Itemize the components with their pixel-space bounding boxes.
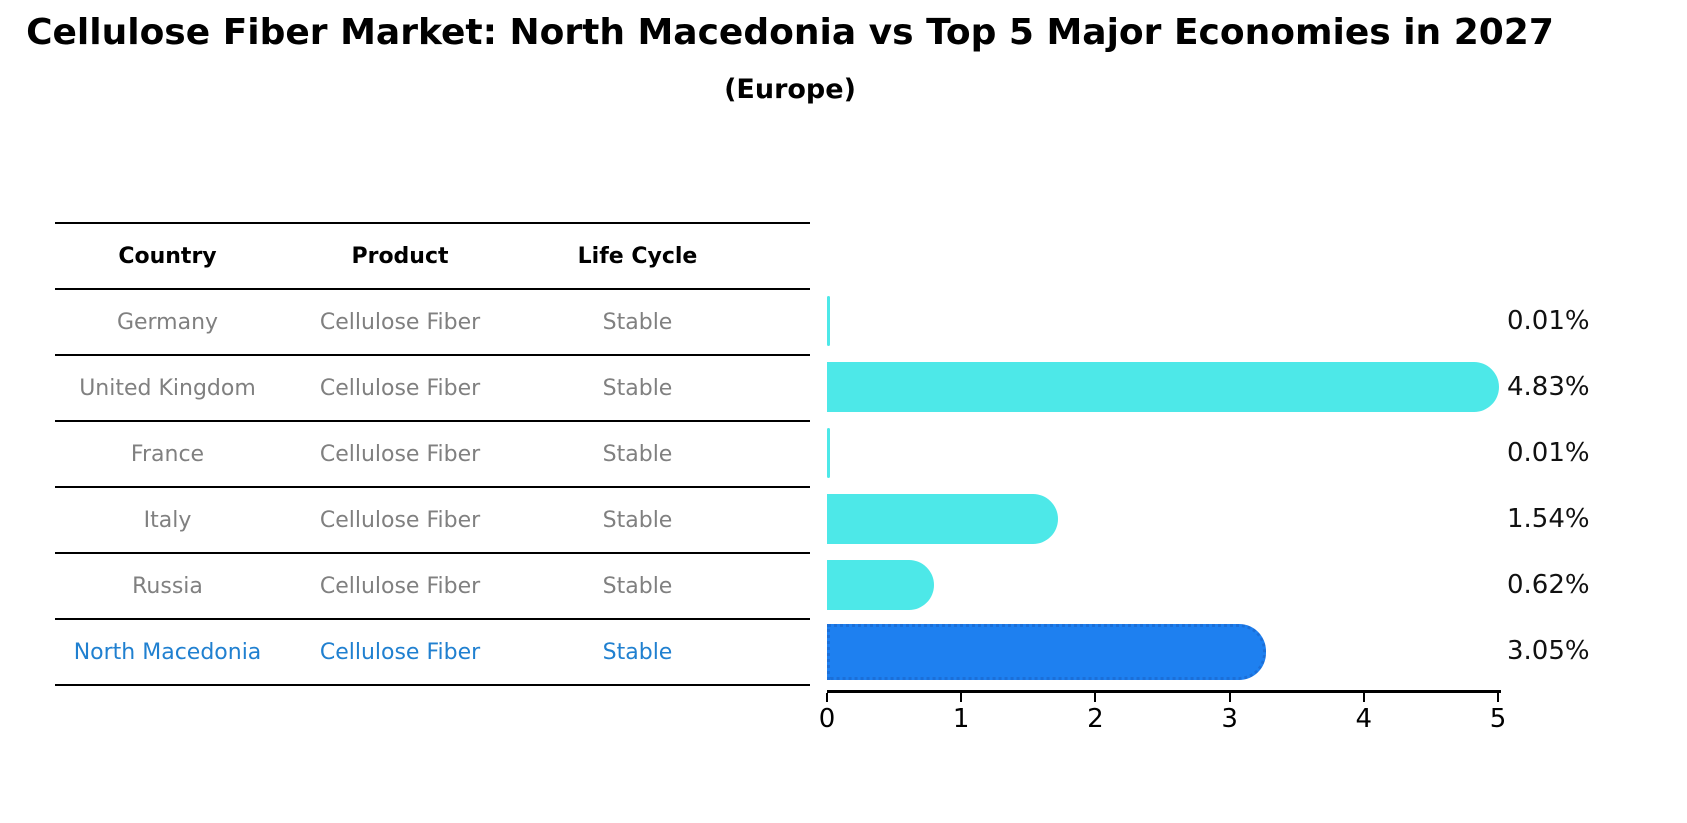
country-table: Country Product Life Cycle Germany Cellul…: [55, 222, 810, 686]
bar-Russia: [827, 560, 935, 610]
bar-value-label: 4.83%: [1507, 372, 1590, 402]
bar-row: [827, 354, 1527, 420]
bar-value-label: 0.62%: [1507, 570, 1590, 600]
x-tick: [1497, 693, 1499, 702]
life-cycle-cell: Stable: [602, 441, 673, 467]
life-cycle-cell: Stable: [602, 573, 673, 599]
life-cycle-cell: Stable: [602, 309, 673, 335]
bar-value-label: 0.01%: [1507, 438, 1590, 468]
table-row: Italy Cellulose Fiber Stable: [55, 488, 810, 554]
bar-chart: [827, 288, 1527, 684]
country-cell: Russia: [132, 573, 203, 599]
table-row: North Macedonia Cellulose Fiber Stable: [55, 620, 810, 686]
header-product: Product: [351, 243, 449, 269]
x-tick: [1228, 693, 1231, 702]
product-cell: Cellulose Fiber: [319, 507, 481, 533]
x-tick-label: 5: [1489, 704, 1507, 734]
bar-highlight-North Macedonia: [827, 624, 1267, 680]
bar-row: [827, 420, 1527, 486]
table-row: Germany Cellulose Fiber Stable: [55, 290, 810, 356]
x-tick: [960, 693, 963, 702]
chart-subtitle: (Europe): [724, 74, 856, 105]
country-cell: Italy: [143, 507, 192, 533]
life-cycle-cell: Stable: [602, 507, 673, 533]
x-tick: [826, 693, 828, 702]
product-cell: Cellulose Fiber: [319, 441, 481, 467]
life-cycle-cell: Stable: [602, 639, 673, 665]
x-tick-label: 3: [1221, 704, 1238, 734]
bar-United Kingdom: [827, 362, 1500, 412]
life-cycle-cell: Stable: [602, 375, 673, 401]
bar-row: [827, 288, 1527, 354]
bar-row: [827, 618, 1527, 684]
table-row: United Kingdom Cellulose Fiber Stable: [55, 356, 810, 422]
x-tick: [1362, 693, 1365, 702]
country-cell: Germany: [116, 309, 219, 335]
bar-value-label: 1.54%: [1507, 504, 1590, 534]
bar-Germany: [827, 296, 830, 346]
bars-area: [827, 288, 1527, 684]
bar-value-label: 3.05%: [1507, 636, 1590, 666]
header-life-cycle: Life Cycle: [577, 243, 698, 269]
product-cell: Cellulose Fiber: [319, 375, 481, 401]
header-country: Country: [118, 243, 217, 269]
x-tick-label: 0: [818, 704, 836, 734]
product-cell: Cellulose Fiber: [319, 639, 481, 665]
table-row: France Cellulose Fiber Stable: [55, 422, 810, 488]
country-cell: United Kingdom: [79, 375, 256, 401]
bar-France: [827, 428, 830, 478]
bar-Italy: [827, 494, 1058, 544]
country-cell: North Macedonia: [73, 639, 262, 665]
x-tick: [1094, 693, 1097, 702]
table-row: Russia Cellulose Fiber Stable: [55, 554, 810, 620]
table-header-row: Country Product Life Cycle: [55, 224, 810, 290]
x-tick-label: 2: [1087, 704, 1104, 734]
bar-row: [827, 552, 1527, 618]
product-cell: Cellulose Fiber: [319, 573, 481, 599]
x-axis-line: [827, 690, 1501, 693]
bar-row: [827, 486, 1527, 552]
table-body: Germany Cellulose Fiber Stable United Kingd…: [55, 290, 810, 686]
chart-title: Cellulose Fiber Market: North Macedonia …: [26, 12, 1554, 53]
x-tick-label: 1: [952, 704, 970, 734]
country-cell: France: [130, 441, 205, 467]
product-cell: Cellulose Fiber: [319, 309, 481, 335]
bar-value-label: 0.01%: [1507, 306, 1590, 336]
x-tick-label: 4: [1355, 704, 1373, 734]
